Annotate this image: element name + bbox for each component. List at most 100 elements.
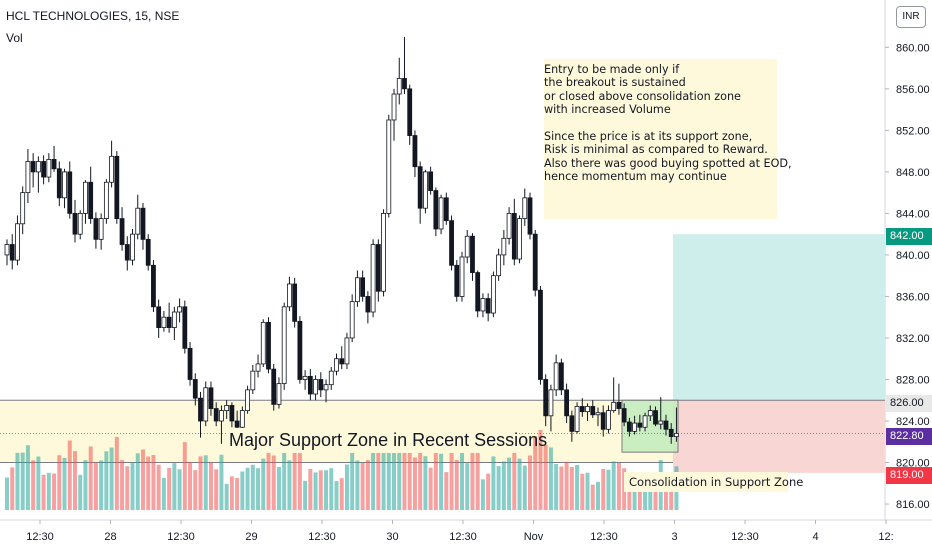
volume-bar — [256, 468, 261, 510]
candle-body — [470, 235, 475, 273]
candle-body — [203, 387, 209, 422]
candle-body — [161, 316, 167, 328]
candle-body — [15, 223, 20, 261]
candle-body — [4, 244, 10, 256]
volume-bar — [376, 444, 381, 510]
volume-bar — [344, 464, 349, 510]
candle-body — [574, 406, 580, 432]
price-tick-label: 848.00 — [896, 167, 930, 179]
volume-bar — [643, 477, 648, 510]
price-tick-label: 832.00 — [896, 333, 930, 345]
volume-bar — [203, 455, 208, 510]
stop-zone — [673, 400, 885, 473]
candle-body — [250, 370, 256, 391]
volume-bar — [245, 467, 250, 510]
candle-body — [459, 256, 465, 297]
volume-bar — [271, 455, 276, 510]
candle-body — [98, 218, 104, 240]
candle-body — [213, 408, 219, 422]
volume-indicator-label[interactable]: Vol — [6, 31, 23, 45]
volume-bar — [548, 447, 553, 510]
candle-body — [46, 159, 52, 178]
candle-body — [564, 389, 570, 417]
candle-body — [182, 306, 188, 349]
volume-bar — [580, 473, 585, 510]
candle-body — [266, 321, 271, 370]
volume-bar — [637, 481, 642, 510]
volume-bar — [193, 470, 198, 510]
candle-body — [344, 337, 350, 365]
time-tick-label: 12:30 — [449, 531, 477, 543]
candle-body — [255, 363, 261, 372]
candle-body — [62, 171, 67, 199]
volume-bar — [229, 476, 234, 510]
candle-body — [198, 397, 203, 422]
time-tick-label: 12:30 — [731, 531, 759, 543]
candle-body — [611, 401, 617, 412]
volume-bar — [439, 453, 444, 510]
volume-bar — [648, 478, 653, 510]
candle-body — [438, 197, 444, 230]
volume-bar — [214, 469, 219, 510]
price-badge-target: 842.00 — [886, 228, 932, 245]
candle-body — [422, 171, 428, 209]
candle-body — [281, 306, 287, 385]
price-badge-last: 822.80 — [886, 428, 932, 445]
volume-bar — [381, 430, 386, 510]
candle-body — [119, 218, 125, 245]
candle-body — [109, 155, 114, 183]
volume-bar — [36, 456, 41, 510]
candle-body — [135, 207, 141, 235]
volume-bar — [46, 472, 51, 510]
candle-body — [490, 275, 496, 314]
volume-bar — [109, 447, 114, 510]
candle-body — [151, 264, 156, 308]
candle-body — [25, 161, 31, 194]
candle-body — [632, 422, 637, 432]
candle-body — [114, 155, 120, 219]
volume-bar — [569, 467, 574, 510]
candle-body — [370, 244, 376, 313]
candle-body — [145, 238, 151, 266]
volume-bar — [528, 455, 532, 510]
target-zone — [673, 234, 885, 401]
candle-body — [475, 272, 481, 312]
volume-bar — [606, 469, 611, 510]
candle-body — [51, 159, 57, 170]
candle-body — [260, 321, 266, 365]
volume-bar — [318, 470, 323, 510]
volume-bar — [140, 449, 145, 510]
candle-body — [103, 181, 109, 219]
candle-body — [668, 428, 674, 437]
volume-bar — [282, 430, 287, 510]
volume-bar — [538, 430, 543, 510]
candle-body — [522, 197, 528, 219]
volume-bar — [41, 474, 46, 510]
candle-body — [234, 420, 240, 428]
entry-note: Entry to be made only if the breakout is… — [544, 59, 792, 219]
volume-bar — [120, 460, 125, 510]
candle-body — [585, 406, 590, 413]
candle-body — [245, 389, 250, 412]
candle-body — [391, 93, 397, 121]
volume-bar — [496, 466, 501, 510]
candle-body — [626, 421, 632, 432]
candle-body — [485, 298, 491, 314]
candle-body — [339, 358, 345, 365]
volume-bar — [177, 469, 182, 510]
candle-body — [88, 181, 94, 219]
price-tick-label: 828.00 — [896, 374, 930, 386]
candle-body — [480, 298, 486, 312]
volume-bar — [303, 480, 308, 510]
candle-body — [606, 410, 611, 430]
volume-bar — [522, 465, 527, 510]
candle-body — [543, 379, 549, 417]
volume-bar — [564, 461, 569, 510]
volume-bar — [418, 442, 423, 510]
price-tick-label: 856.00 — [896, 84, 930, 96]
candle-body — [67, 171, 73, 214]
currency-icon[interactable]: INR — [896, 6, 926, 28]
candle-body — [224, 405, 230, 412]
